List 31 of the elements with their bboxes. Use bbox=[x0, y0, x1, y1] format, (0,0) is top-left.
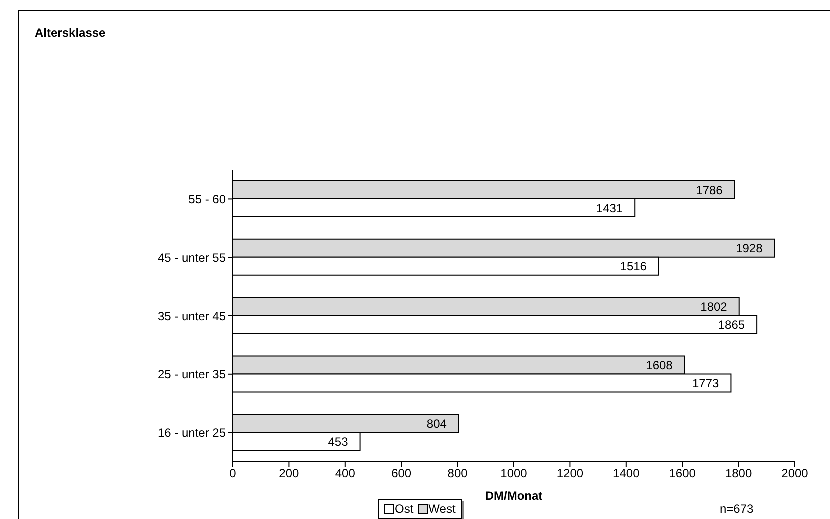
text: n=673 bbox=[720, 502, 754, 516]
x-tick-label: 1800 bbox=[725, 466, 752, 481]
x-tick-label: 1200 bbox=[556, 466, 584, 481]
data-label: 1516 bbox=[620, 260, 648, 274]
data-label: 1865 bbox=[718, 318, 746, 332]
y-tick-label: 16 - unter 25 bbox=[158, 426, 226, 440]
y-tick-label: 55 - 60 bbox=[188, 192, 226, 206]
legend-label: West bbox=[428, 502, 456, 516]
y-tick-label: 45 - unter 55 bbox=[158, 250, 226, 265]
x-tick-label: 1600 bbox=[669, 466, 696, 481]
text: Altersklasse bbox=[35, 26, 106, 40]
y-tick-label: 25 - unter 35 bbox=[158, 368, 226, 382]
x-tick-label: 200 bbox=[279, 466, 300, 481]
data-label: 1431 bbox=[596, 201, 624, 216]
y-tick-label: 35 - unter 45 bbox=[158, 309, 226, 324]
x-tick-label: 1400 bbox=[613, 466, 640, 481]
x-tick-label: 2000 bbox=[782, 466, 809, 481]
data-label: 1928 bbox=[736, 242, 764, 256]
x-axis-title: DM/Monat bbox=[485, 489, 543, 503]
data-label: 453 bbox=[328, 434, 349, 449]
x-tick-label: 0 bbox=[230, 466, 237, 481]
data-label: 1786 bbox=[696, 183, 724, 198]
x-tick-label: 400 bbox=[335, 466, 356, 481]
x-tick-label: 600 bbox=[392, 466, 412, 481]
data-label: 1773 bbox=[692, 376, 720, 390]
data-label: 1608 bbox=[646, 358, 674, 372]
data-label: 1802 bbox=[700, 300, 728, 314]
x-tick-label: 1000 bbox=[500, 466, 528, 481]
data-label: 804 bbox=[426, 416, 448, 431]
x-tick-label: 800 bbox=[448, 466, 468, 481]
legend-label: Ost bbox=[395, 502, 414, 516]
